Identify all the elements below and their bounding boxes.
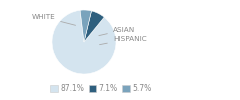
Wedge shape (80, 10, 91, 42)
Text: WHITE: WHITE (31, 14, 76, 25)
Wedge shape (52, 10, 116, 74)
Text: ASIAN: ASIAN (99, 27, 135, 36)
Wedge shape (84, 11, 104, 42)
Text: HISPANIC: HISPANIC (100, 36, 147, 45)
Legend: 87.1%, 7.1%, 5.7%: 87.1%, 7.1%, 5.7% (47, 81, 155, 96)
